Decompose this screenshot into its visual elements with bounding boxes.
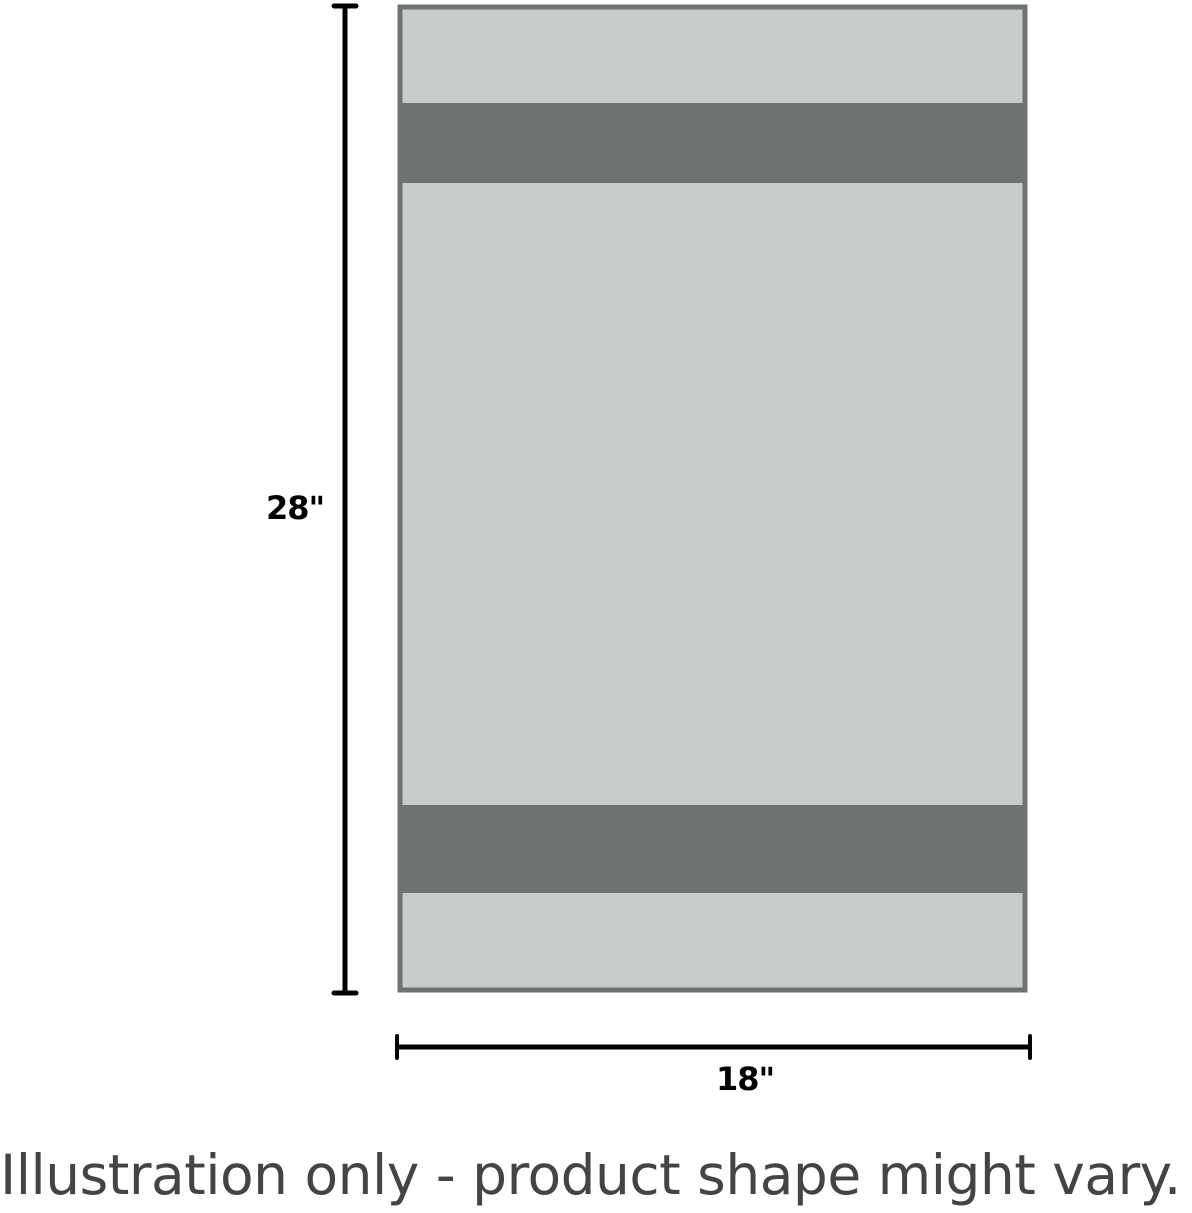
height-label: 28" bbox=[266, 489, 325, 527]
towel-top-band bbox=[398, 103, 1027, 183]
width-dimension-line bbox=[395, 1034, 1032, 1060]
width-label: 18" bbox=[716, 1060, 775, 1098]
height-dimension-line bbox=[331, 3, 359, 996]
caption: Illustration only - product shape might … bbox=[0, 1143, 1181, 1207]
towel-bottom-band bbox=[398, 805, 1027, 893]
